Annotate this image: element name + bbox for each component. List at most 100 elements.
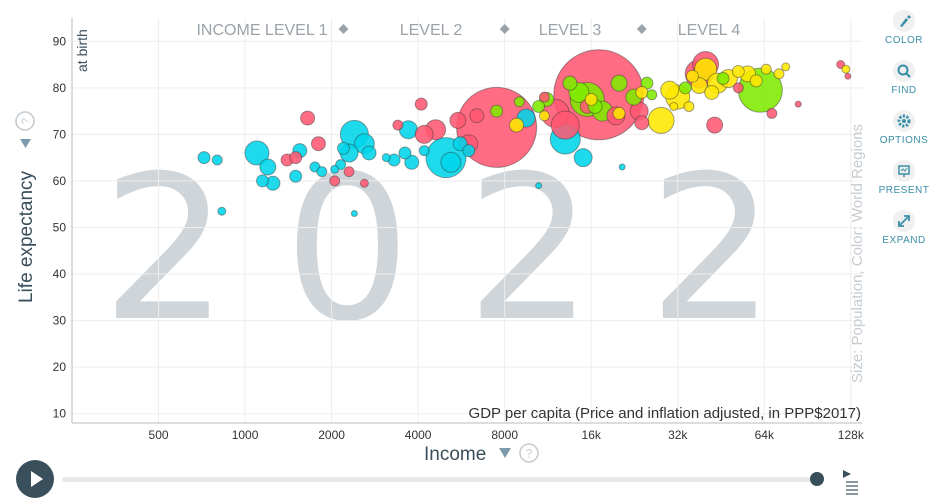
income-level-3-label: LEVEL 3 xyxy=(539,22,602,39)
bubble-africa[interactable] xyxy=(440,151,462,173)
bubble-asia[interactable] xyxy=(732,82,744,94)
bubble-europe[interactable] xyxy=(685,69,699,83)
bubble-americas[interactable] xyxy=(678,81,692,95)
bubble-africa[interactable] xyxy=(244,140,270,166)
bubble-asia[interactable] xyxy=(706,116,724,134)
bubble-africa[interactable] xyxy=(381,153,391,163)
bubble-americas[interactable] xyxy=(532,99,546,113)
bubble-africa[interactable] xyxy=(316,166,328,178)
bubble-asia[interactable] xyxy=(329,175,341,187)
bubble-africa[interactable] xyxy=(259,158,277,176)
bubble-africa[interactable] xyxy=(398,146,412,160)
bubble-americas[interactable] xyxy=(640,76,654,90)
x-axis-dropdown-icon[interactable] xyxy=(499,448,511,458)
bubble-asia[interactable] xyxy=(414,97,428,111)
bubble-asia[interactable] xyxy=(836,60,846,70)
bubble-asia[interactable] xyxy=(300,110,316,126)
bubble-asia[interactable] xyxy=(550,110,580,140)
bubble-asia[interactable] xyxy=(289,151,303,165)
bubble-africa[interactable] xyxy=(535,182,543,190)
bubble-americas[interactable] xyxy=(716,72,730,86)
x-tick-label: 128k xyxy=(838,428,865,442)
present-tool-button[interactable]: PRESENT xyxy=(872,160,936,196)
bubble-europe[interactable] xyxy=(781,62,791,72)
y-tick-label: 80 xyxy=(53,81,67,95)
find-tool-button[interactable]: FIND xyxy=(872,60,936,96)
bubble-europe[interactable] xyxy=(509,117,525,133)
bubble-europe[interactable] xyxy=(683,100,695,112)
bubble-europe[interactable] xyxy=(841,64,851,74)
bubble-asia[interactable] xyxy=(469,108,485,124)
color-tool-button[interactable]: COLOR xyxy=(872,10,936,46)
bubble-asia[interactable] xyxy=(794,100,802,108)
bubble-africa[interactable] xyxy=(256,174,270,188)
y-axis-title[interactable]: Life expectancy ? xyxy=(15,111,37,303)
bubble-africa[interactable] xyxy=(418,145,430,157)
income-level-1-label: INCOME LEVEL 1 xyxy=(196,22,327,39)
speed-control-icon[interactable] xyxy=(842,467,860,497)
bubble-asia[interactable] xyxy=(844,72,852,80)
bubble-africa[interactable] xyxy=(337,141,351,155)
bubble-asia[interactable] xyxy=(392,119,404,131)
bubble-asia[interactable] xyxy=(414,124,434,144)
bubble-africa[interactable] xyxy=(404,154,420,170)
bubble-africa[interactable] xyxy=(350,210,358,218)
bubble-europe[interactable] xyxy=(731,65,745,79)
income-level-2-label: LEVEL 2 xyxy=(400,22,463,39)
y-axis-dropdown-icon[interactable] xyxy=(20,139,31,148)
bubble-africa[interactable] xyxy=(289,169,303,183)
bubble-asia[interactable] xyxy=(449,111,467,129)
bubble-americas[interactable] xyxy=(646,89,658,101)
bubble-africa[interactable] xyxy=(330,164,340,174)
bubble-asia[interactable] xyxy=(343,166,355,178)
year-watermark: 2022 xyxy=(102,133,831,366)
bubble-americas[interactable] xyxy=(610,74,628,92)
bubble-africa[interactable] xyxy=(462,144,476,158)
bubble-europe[interactable] xyxy=(647,106,675,134)
bubble-americas[interactable] xyxy=(490,104,504,118)
y-tick-label: 50 xyxy=(53,220,67,234)
bubble-asia[interactable] xyxy=(310,136,326,152)
y-tick-label: 60 xyxy=(53,174,67,188)
paint-brush-icon xyxy=(893,10,915,32)
x-axis-title[interactable]: Income ? xyxy=(424,443,539,465)
y-tick-label: 20 xyxy=(53,360,67,374)
bubble-africa[interactable] xyxy=(335,159,347,171)
options-tool-button[interactable]: OPTIONS xyxy=(872,110,936,146)
bubble-asia[interactable] xyxy=(634,115,650,131)
bubble-africa[interactable] xyxy=(618,163,626,171)
bubble-europe[interactable] xyxy=(694,57,718,81)
timeline-slider-thumb[interactable] xyxy=(810,472,824,486)
bubble-europe[interactable] xyxy=(635,85,649,99)
bubble-europe[interactable] xyxy=(773,68,785,80)
bubble-europe[interactable] xyxy=(669,101,679,111)
y-tick-label: 70 xyxy=(53,127,67,141)
bubble-americas[interactable] xyxy=(562,75,578,91)
play-button[interactable] xyxy=(16,460,54,498)
bubble-asia[interactable] xyxy=(766,107,778,119)
expand-tool-button[interactable]: EXPAND xyxy=(872,210,936,246)
bubble-europe[interactable] xyxy=(749,74,763,88)
bubble-africa[interactable] xyxy=(361,145,377,161)
expand-tool-label: EXPAND xyxy=(882,235,926,246)
bubble-asia[interactable] xyxy=(538,91,550,103)
bubble-europe[interactable] xyxy=(704,84,720,100)
bubble-africa[interactable] xyxy=(452,136,468,152)
y-axis-help-icon[interactable]: ? xyxy=(15,111,35,131)
x-axis-help-icon[interactable]: ? xyxy=(519,443,539,463)
bubble-asia[interactable] xyxy=(359,178,369,188)
size-color-note: Size: Population, Color: World Regions xyxy=(849,124,866,383)
bubble-africa[interactable] xyxy=(197,151,211,165)
bubble-africa[interactable] xyxy=(573,148,593,168)
color-tool-label: COLOR xyxy=(884,35,924,46)
timeline-slider-track[interactable] xyxy=(62,477,820,482)
bubble-europe[interactable] xyxy=(584,92,598,106)
bubble-americas[interactable] xyxy=(513,96,525,108)
bubble-europe[interactable] xyxy=(660,80,680,100)
bubble-africa[interactable] xyxy=(211,154,223,166)
bubble-europe[interactable] xyxy=(612,106,626,120)
bubble-europe[interactable] xyxy=(760,63,772,75)
bubble-europe[interactable] xyxy=(538,110,550,122)
bubble-africa[interactable] xyxy=(217,206,227,216)
